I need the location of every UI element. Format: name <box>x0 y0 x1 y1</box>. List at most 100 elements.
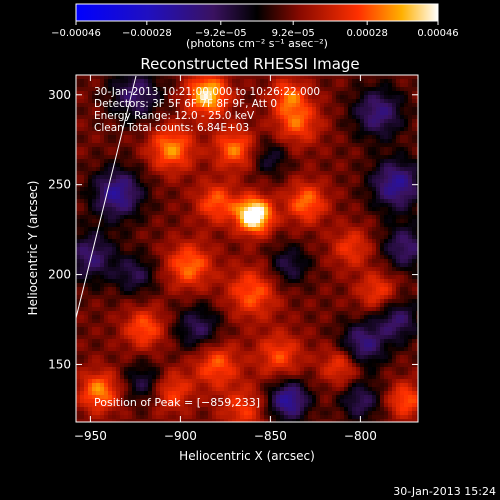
heatmap-cell <box>292 123 296 127</box>
heatmap-cell <box>100 395 104 399</box>
heatmap-cell <box>276 239 280 243</box>
heatmap-cell <box>296 115 300 119</box>
heatmap-cell <box>164 319 168 323</box>
heatmap-cell <box>288 379 292 383</box>
heatmap-cell <box>88 403 92 407</box>
heatmap-cell <box>104 227 108 231</box>
heatmap-cell <box>84 303 88 307</box>
heatmap-cell <box>232 347 236 351</box>
heatmap-cell <box>196 339 200 343</box>
heatmap-cell <box>184 211 188 215</box>
heatmap-cell <box>212 83 216 87</box>
heatmap-cell <box>248 415 252 419</box>
heatmap-cell <box>104 359 108 363</box>
heatmap-cell <box>192 235 196 239</box>
heatmap-cell <box>80 323 84 327</box>
heatmap-cell <box>244 347 248 351</box>
heatmap-cell <box>220 267 224 271</box>
heatmap-cell <box>296 279 300 283</box>
heatmap-cell <box>144 235 148 239</box>
heatmap-cell <box>220 335 224 339</box>
heatmap-cell <box>160 299 164 303</box>
heatmap-cell <box>180 115 184 119</box>
heatmap-cell <box>116 359 120 363</box>
heatmap-cell <box>200 131 204 135</box>
heatmap-cell <box>284 267 288 271</box>
heatmap-cell <box>160 419 164 422</box>
heatmap-cell <box>260 311 264 315</box>
heatmap-cell <box>104 175 108 179</box>
heatmap-cell <box>156 111 160 115</box>
heatmap-cell <box>304 91 308 95</box>
heatmap-cell <box>296 267 300 271</box>
heatmap-cell <box>148 283 152 287</box>
heatmap-cell <box>120 79 124 83</box>
heatmap-cell <box>76 295 80 299</box>
heatmap-cell <box>248 283 252 287</box>
heatmap-cell <box>156 187 160 191</box>
heatmap-cell <box>76 303 80 307</box>
heatmap-cell <box>132 119 136 123</box>
heatmap-cell <box>296 343 300 347</box>
heatmap-cell <box>260 243 264 247</box>
heatmap-cell <box>136 195 140 199</box>
heatmap-cell <box>112 183 116 187</box>
heatmap-cell <box>124 411 128 415</box>
heatmap-cell <box>144 275 148 279</box>
heatmap-cell <box>212 335 216 339</box>
heatmap-cell <box>196 411 200 415</box>
heatmap-cell <box>256 415 260 419</box>
heatmap-cell <box>256 291 260 295</box>
heatmap-cell <box>228 187 232 191</box>
heatmap-cell <box>196 267 200 271</box>
heatmap-cell <box>256 203 260 207</box>
heatmap-cell <box>300 227 304 231</box>
heatmap-cell <box>124 139 128 143</box>
heatmap-cell <box>184 95 188 99</box>
heatmap-cell <box>280 91 284 95</box>
heatmap-cell <box>292 263 296 267</box>
heatmap-cell <box>280 355 284 359</box>
heatmap-cell <box>184 387 188 391</box>
heatmap-cell <box>88 211 92 215</box>
heatmap-cell <box>184 147 188 151</box>
heatmap-cell <box>284 135 288 139</box>
heatmap-cell <box>216 275 220 279</box>
heatmap-cell <box>88 91 92 95</box>
heatmap-cell <box>132 155 136 159</box>
heatmap-cell <box>236 387 240 391</box>
heatmap-cell <box>204 207 208 211</box>
heatmap-cell <box>224 415 228 419</box>
heatmap-cell <box>164 399 168 403</box>
heatmap-cell <box>76 243 80 247</box>
heatmap-cell <box>252 411 256 415</box>
heatmap-cell <box>280 391 284 395</box>
heatmap-cell <box>224 95 228 99</box>
heatmap-cell <box>168 411 172 415</box>
heatmap-cell <box>188 327 192 331</box>
heatmap-cell <box>180 155 184 159</box>
heatmap-cell <box>248 195 252 199</box>
heatmap-cell <box>228 383 232 387</box>
heatmap-cell <box>268 271 272 275</box>
heatmap-cell <box>112 131 116 135</box>
heatmap-cell <box>128 319 132 323</box>
heatmap-cell <box>276 143 280 147</box>
heatmap-cell <box>76 203 80 207</box>
heatmap-cell <box>188 419 192 422</box>
heatmap-cell <box>260 379 264 383</box>
heatmap-cell <box>172 303 176 307</box>
heatmap-cell <box>140 375 144 379</box>
heatmap-cell <box>228 327 232 331</box>
heatmap-cell <box>176 263 180 267</box>
heatmap-cell <box>128 151 132 155</box>
heatmap-cell <box>196 299 200 303</box>
heatmap-cell <box>228 163 232 167</box>
heatmap-cell <box>124 351 128 355</box>
heatmap-cell <box>104 307 108 311</box>
heatmap-cell <box>268 303 272 307</box>
heatmap-cell <box>300 283 304 287</box>
heatmap-cell <box>216 255 220 259</box>
heatmap-cell <box>160 227 164 231</box>
heatmap-cell <box>200 347 204 351</box>
